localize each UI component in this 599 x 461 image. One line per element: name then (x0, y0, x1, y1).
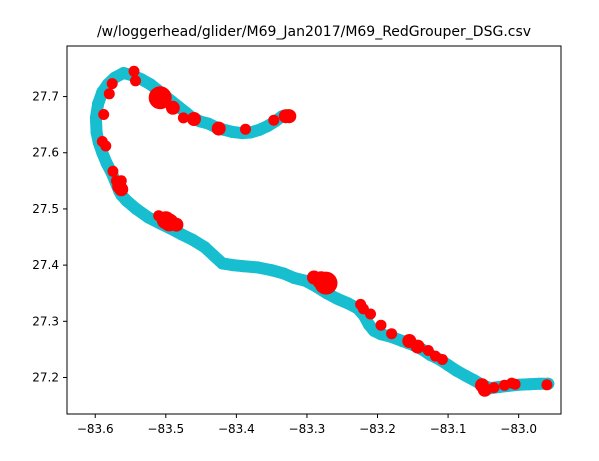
detection-point (130, 75, 141, 87)
detection-point (100, 140, 112, 152)
track-point (186, 233, 199, 246)
detection-point (114, 182, 129, 197)
track-point (265, 264, 278, 277)
track-point (237, 260, 250, 273)
y-tick-label: 27.3 (32, 314, 59, 328)
track-point (375, 328, 387, 341)
x-tick-label: −83.2 (359, 422, 396, 436)
detection-point (240, 123, 251, 135)
y-tick-label: 27.7 (32, 90, 59, 104)
detection-point (410, 339, 425, 354)
detection-point (106, 78, 118, 90)
y-tick-label: 27.5 (32, 202, 59, 216)
track-point (253, 123, 266, 136)
x-tick-label: −83.4 (218, 422, 255, 436)
track-point (90, 126, 103, 139)
y-tick-label: 27.2 (32, 370, 59, 384)
track-point (226, 126, 239, 138)
detection-point (169, 217, 184, 232)
plot-frame (66, 45, 562, 415)
track-point (523, 378, 536, 391)
track-point (216, 257, 229, 270)
detection-point (107, 165, 119, 177)
track-point (198, 241, 211, 254)
detection-point (115, 175, 127, 187)
detection-point (211, 121, 226, 136)
detection-point (268, 114, 280, 126)
track-point (341, 297, 354, 310)
y-tick-label: 27.6 (32, 146, 59, 160)
detection-point (541, 379, 553, 391)
track-point (120, 194, 133, 207)
track-point (450, 364, 463, 377)
x-tick-label: −83.6 (77, 422, 114, 436)
track-point (92, 97, 105, 110)
chart-title: /w/loggerhead/glider/M69_Jan2017/M69_Red… (97, 24, 531, 40)
detection-point (278, 109, 293, 124)
track-point (226, 259, 239, 272)
detection-point (375, 319, 387, 331)
x-tick-label: −83.5 (147, 422, 184, 436)
x-tick-label: −83.3 (289, 422, 326, 436)
track-point (100, 156, 113, 169)
track-point (144, 78, 157, 91)
detection-point (386, 328, 398, 340)
detection-point (365, 308, 376, 320)
detection-point (128, 65, 140, 77)
y-axis: 27.2 27.3 27.4 27.5 27.6 27.7 (32, 90, 67, 384)
detection-point (98, 109, 110, 120)
track-point (288, 272, 301, 284)
detection-point (187, 112, 201, 126)
detection-point (436, 354, 448, 365)
track-point (130, 202, 143, 215)
detection-point (488, 382, 500, 394)
x-tick-label: −83.0 (500, 422, 537, 436)
detection-point (314, 271, 338, 295)
detection-point (477, 382, 492, 397)
x-axis: −83.6 −83.5 −83.4 −83.3 −83.2 −83.1 −83.0 (77, 414, 537, 436)
detection-layer (96, 65, 553, 397)
detection-point (103, 88, 115, 100)
y-tick-label: 27.4 (32, 258, 59, 272)
track-point (331, 292, 344, 305)
track-point (277, 267, 290, 280)
x-tick-label: −83.1 (430, 422, 467, 436)
track-point (142, 211, 155, 224)
detection-point (148, 86, 172, 110)
track-point (251, 261, 264, 274)
track-point (207, 249, 220, 262)
detection-point (509, 378, 521, 390)
detection-point (177, 112, 189, 124)
